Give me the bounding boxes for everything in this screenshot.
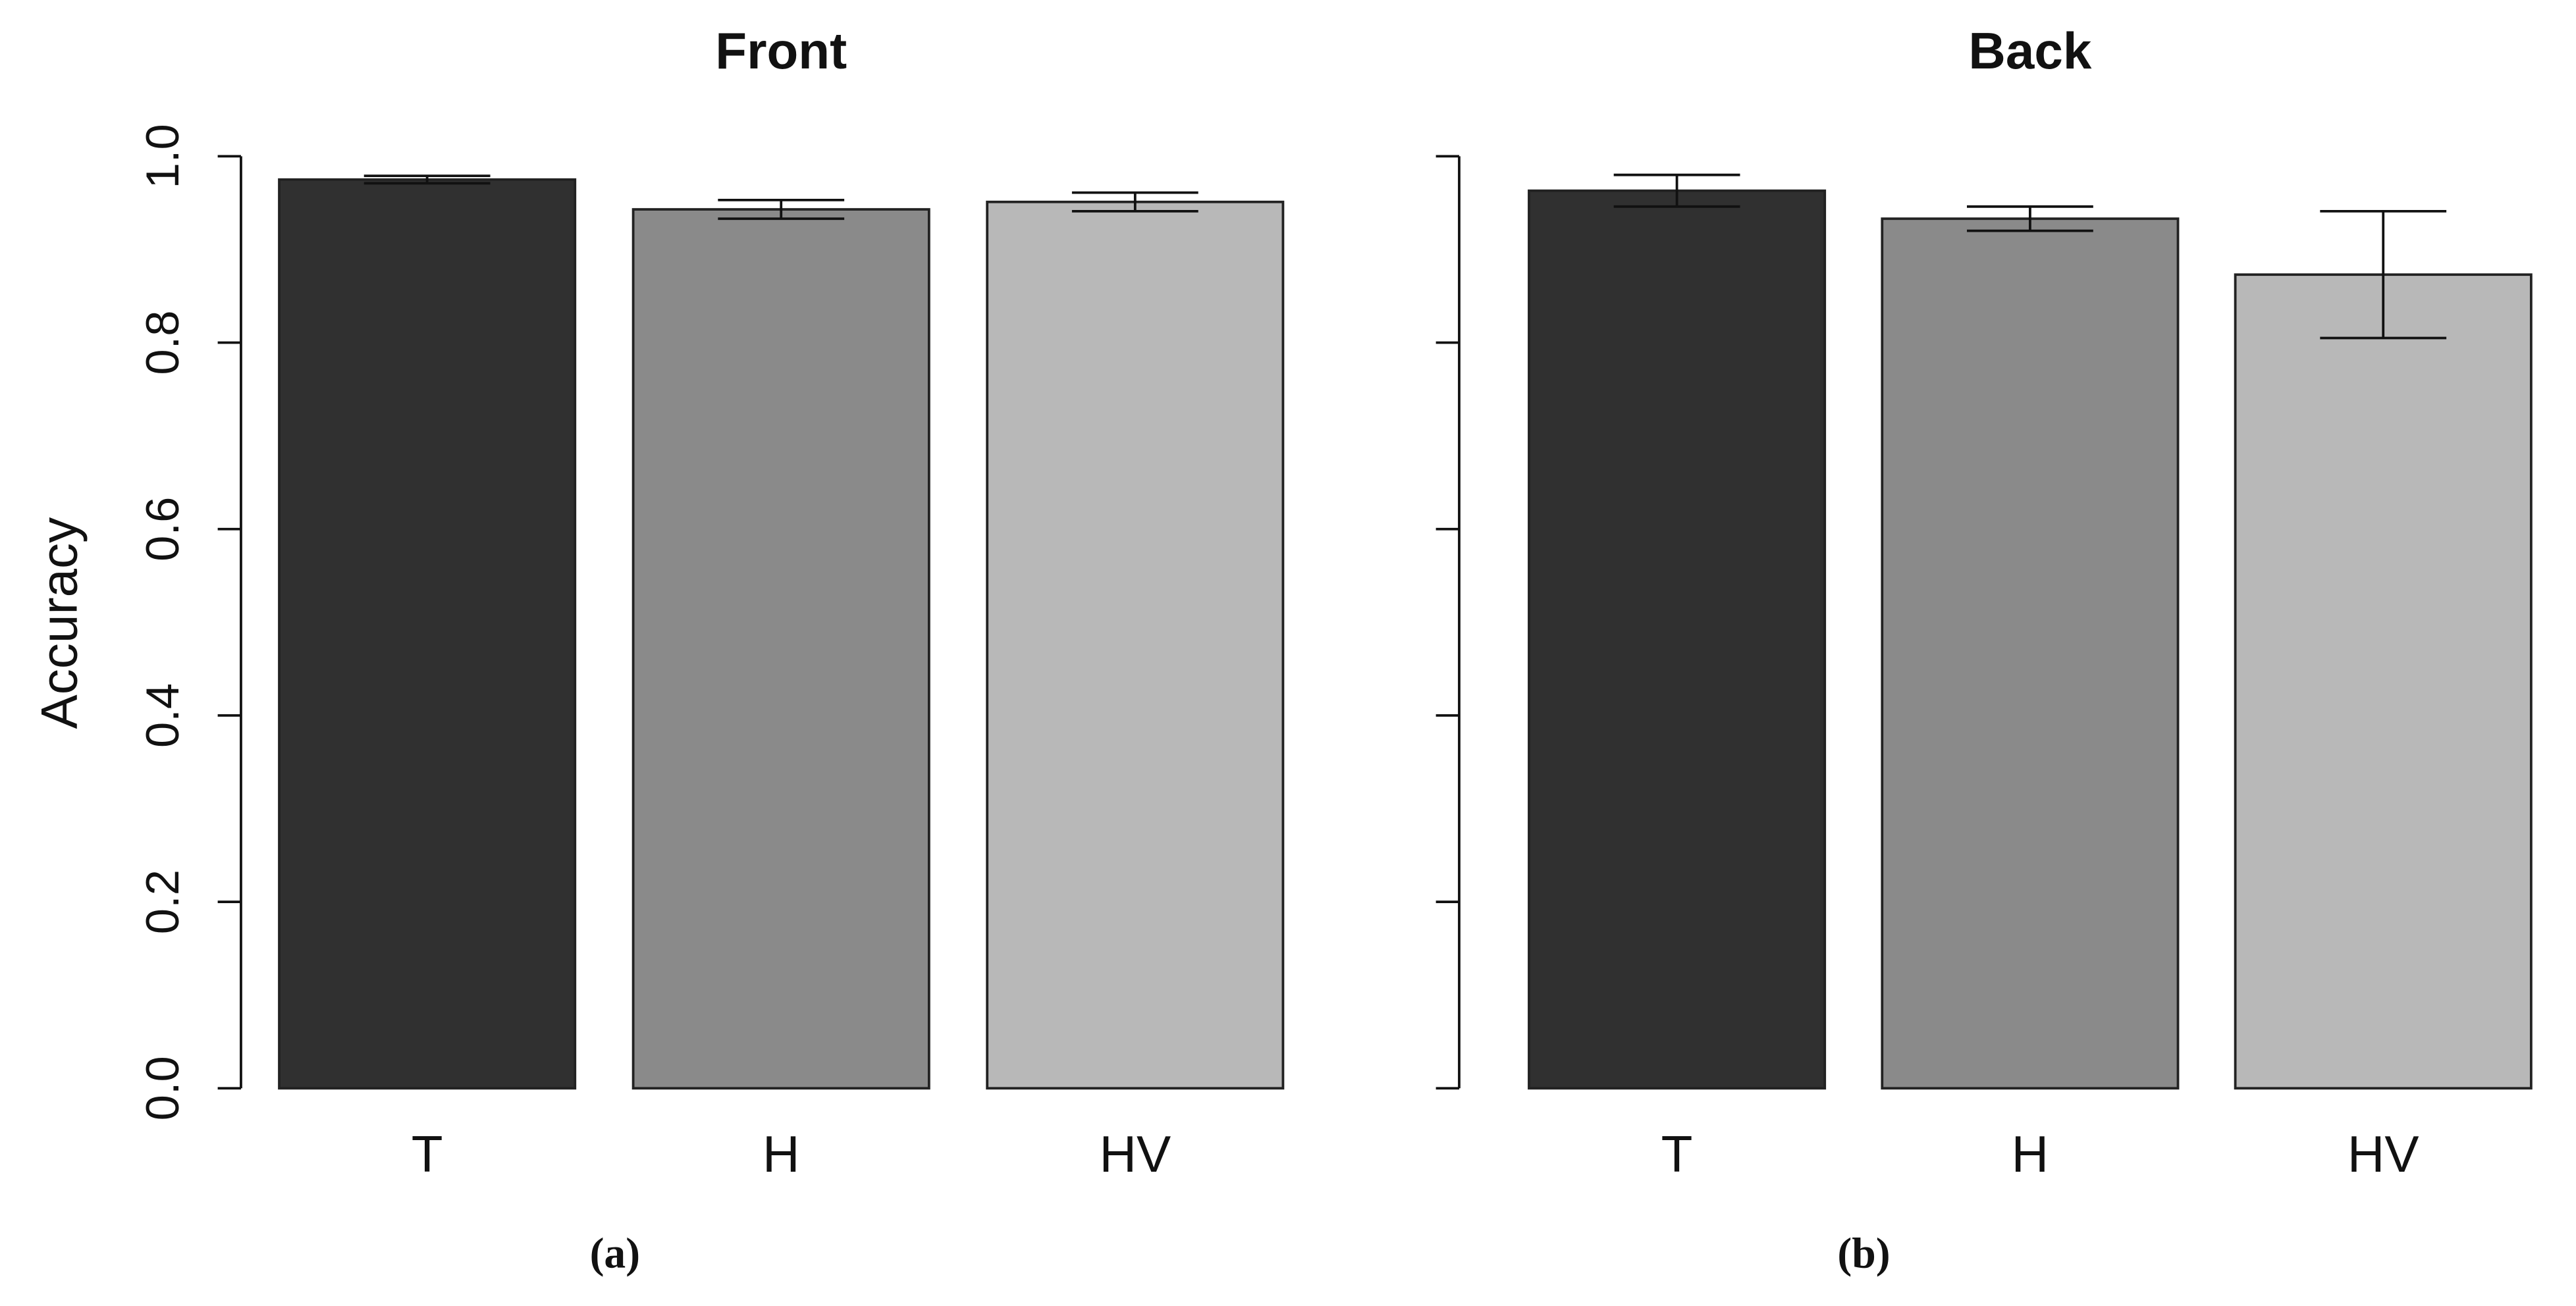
x-tick-label: T xyxy=(1661,1125,1693,1183)
y-tick-label: 0.6 xyxy=(136,497,188,562)
caption: (a) xyxy=(590,1230,641,1278)
y-tick-label: 0.4 xyxy=(136,683,188,748)
x-tick-label: HV xyxy=(1099,1125,1171,1183)
error-bar xyxy=(363,174,491,185)
x-tick-label: T xyxy=(412,1125,443,1183)
x-tick-label: H xyxy=(763,1125,800,1183)
y-tick-label: 0.2 xyxy=(136,870,188,934)
y-tick-label: 0.0 xyxy=(136,1056,188,1120)
x-tick-label: HV xyxy=(2348,1125,2419,1183)
bar xyxy=(1528,189,1827,1090)
caption: (b) xyxy=(1837,1230,1890,1278)
bar xyxy=(2234,273,2533,1090)
bar xyxy=(986,200,1285,1090)
bar xyxy=(631,208,930,1090)
chart-title: Front xyxy=(715,22,847,80)
error-bar xyxy=(2320,210,2447,340)
error-bar xyxy=(1613,173,1740,208)
bar xyxy=(278,178,577,1090)
y-axis-label: Accuracy xyxy=(30,517,88,729)
y-tick-label: 0.8 xyxy=(136,310,188,375)
error-bar xyxy=(1071,191,1198,213)
x-tick-label: H xyxy=(2012,1125,2049,1183)
chart-title: Back xyxy=(1968,22,2092,80)
error-bar xyxy=(1967,205,2093,232)
error-bar xyxy=(718,199,845,221)
y-tick-label: 1.0 xyxy=(136,124,188,188)
bar xyxy=(1881,217,2180,1090)
